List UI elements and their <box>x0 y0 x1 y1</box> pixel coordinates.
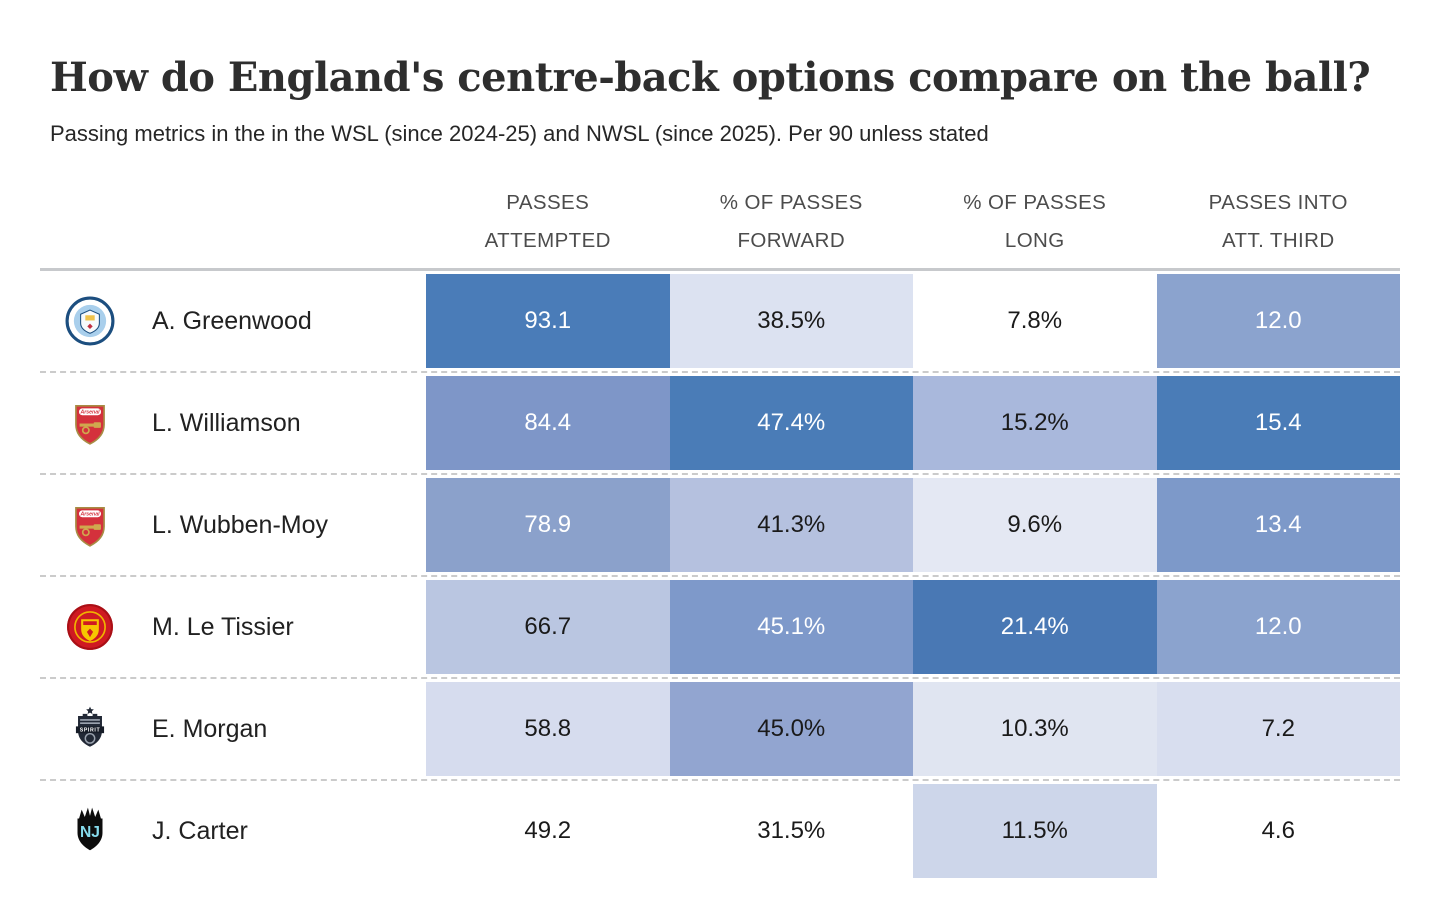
arsenal-crest-icon: Arsenal <box>65 398 115 448</box>
value-cell-fill: 41.3% <box>669 478 913 572</box>
value-cell-fill: 11.5% <box>913 784 1157 878</box>
player-name: A. Greenwood <box>152 306 312 335</box>
value-cell: 84.4 <box>426 373 670 473</box>
page-subtitle: Passing metrics in the in the WSL (since… <box>50 121 989 146</box>
value-cell-fill: 45.1% <box>669 580 913 674</box>
value-cell: 66.7 <box>426 577 670 677</box>
value-cell: 12.0 <box>1156 271 1400 371</box>
value-cell: 10.3% <box>913 679 1157 779</box>
table-row: NJ J. Carter 49.2 31.5% 11.5% 4.6 <box>40 779 1400 881</box>
value-cell-fill: 78.9 <box>426 478 670 572</box>
value-cell: 15.4 <box>1156 373 1400 473</box>
column-header-passes-attempted: PASSES ATTEMPTED <box>426 180 670 268</box>
player-label-cell: Arsenal L. Williamson <box>40 373 426 473</box>
value-cell: 9.6% <box>913 475 1157 575</box>
value-cell-fill: 13.4 <box>1156 478 1400 572</box>
table-row: Arsenal L. Wubben-Moy 78.9 41.3% 9.6% 13.4 <box>40 473 1400 575</box>
column-header-line: FORWARD <box>737 229 846 252</box>
value-cell-fill: 7.2 <box>1156 682 1400 776</box>
value-cell-fill: 9.6% <box>913 478 1157 572</box>
value-cell-fill: 21.4% <box>913 580 1157 674</box>
column-header-passes-att-third: PASSES INTO ATT. THIRD <box>1157 180 1401 268</box>
value-cell: 11.5% <box>913 781 1157 881</box>
value-cell: 41.3% <box>669 475 913 575</box>
svg-text:Arsenal: Arsenal <box>79 410 100 416</box>
page-title: How do England's centre-back options com… <box>50 54 1371 101</box>
table-row: Arsenal L. Williamson 84.4 47.4% 15.2% 15.4 <box>40 371 1400 473</box>
column-header-line: PASSES <box>506 191 590 214</box>
player-name: L. Williamson <box>152 408 301 437</box>
passing-metrics-table: PASSES ATTEMPTED % OF PASSES FORWARD % O… <box>40 180 1400 881</box>
svg-text:NJ: NJ <box>80 824 100 841</box>
value-cell: 7.2 <box>1156 679 1400 779</box>
value-cell-fill: 10.3% <box>913 682 1157 776</box>
value-cell-fill: 58.8 <box>426 682 670 776</box>
svg-text:SPIRIT: SPIRIT <box>80 728 101 734</box>
manchester-city-crest-icon <box>65 296 115 346</box>
player-name: J. Carter <box>152 816 248 845</box>
column-header-line: ATTEMPTED <box>484 229 611 252</box>
player-label-cell: M. Le Tissier <box>40 577 426 677</box>
value-cell-fill: 12.0 <box>1156 580 1400 674</box>
column-header-line: LONG <box>1004 229 1065 252</box>
player-name: E. Morgan <box>152 714 268 743</box>
player-label-cell: A. Greenwood <box>40 271 426 371</box>
value-cell-fill: 38.5% <box>669 274 913 368</box>
value-cell-fill: 93.1 <box>426 274 670 368</box>
value-cell-fill: 66.7 <box>426 580 670 674</box>
player-name: L. Wubben-Moy <box>152 510 329 539</box>
value-cell: 13.4 <box>1156 475 1400 575</box>
value-cell-fill: 12.0 <box>1156 274 1400 368</box>
value-cell-fill: 84.4 <box>426 376 670 470</box>
value-cell-fill: 15.2% <box>913 376 1157 470</box>
value-cell: 49.2 <box>426 781 670 881</box>
value-cell-fill: 45.0% <box>669 682 913 776</box>
table-row: M. Le Tissier 66.7 45.1% 21.4% 12.0 <box>40 575 1400 677</box>
value-cell: 78.9 <box>426 475 670 575</box>
value-cell: 45.1% <box>669 577 913 677</box>
value-cell-fill: 49.2 <box>524 817 572 844</box>
value-cell: 38.5% <box>669 271 913 371</box>
value-cell-fill: 4.6 <box>1261 817 1295 844</box>
player-label-cell: SPIRIT E. Morgan <box>40 679 426 779</box>
arsenal-crest-icon: Arsenal <box>65 500 115 550</box>
value-cell: 31.5% <box>670 781 914 881</box>
svg-text:Arsenal: Arsenal <box>79 512 100 518</box>
gotham-fc-crest-icon: NJ <box>65 806 115 856</box>
player-label-cell: NJ J. Carter <box>40 781 426 881</box>
column-header-line: % OF PASSES <box>719 191 863 214</box>
value-cell-fill: 47.4% <box>669 376 913 470</box>
value-cell-fill: 7.8% <box>1007 307 1063 334</box>
value-cell: 58.8 <box>426 679 670 779</box>
value-cell: 12.0 <box>1156 577 1400 677</box>
table-row: A. Greenwood 93.1 38.5% 7.8% 12.0 <box>40 271 1400 371</box>
table-row: SPIRIT E. Morgan 58.8 45.0% 10.3% 7.2 <box>40 677 1400 779</box>
column-header-line: % OF PASSES <box>963 191 1107 214</box>
manchester-united-crest-icon <box>65 602 115 652</box>
value-cell-fill: 15.4 <box>1156 376 1400 470</box>
player-label-cell: Arsenal L. Wubben-Moy <box>40 475 426 575</box>
value-cell: 93.1 <box>426 271 670 371</box>
column-header-line: PASSES INTO <box>1208 191 1348 214</box>
value-cell: 47.4% <box>669 373 913 473</box>
value-cell: 45.0% <box>669 679 913 779</box>
value-cell: 7.8% <box>913 271 1157 371</box>
washington-spirit-crest-icon: SPIRIT <box>65 704 115 754</box>
value-cell-fill: 31.5% <box>757 817 826 844</box>
table-body: A. Greenwood 93.1 38.5% 7.8% 12.0 Arsenal L. W… <box>40 268 1400 881</box>
value-cell: 15.2% <box>913 373 1157 473</box>
column-header-passes-long: % OF PASSES LONG <box>913 180 1157 268</box>
column-header-passes-forward: % OF PASSES FORWARD <box>670 180 914 268</box>
player-name: M. Le Tissier <box>152 612 294 641</box>
table-header-row: PASSES ATTEMPTED % OF PASSES FORWARD % O… <box>40 180 1400 268</box>
header-spacer <box>40 180 426 268</box>
value-cell: 4.6 <box>1157 781 1401 881</box>
value-cell: 21.4% <box>913 577 1157 677</box>
column-header-line: ATT. THIRD <box>1221 229 1335 252</box>
